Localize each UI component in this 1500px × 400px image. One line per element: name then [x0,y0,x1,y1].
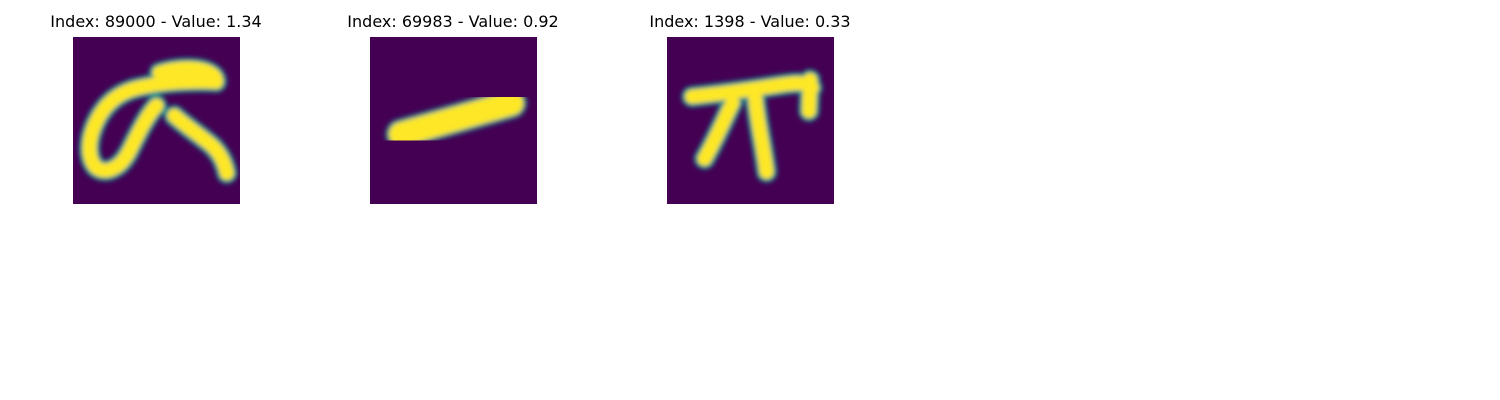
panel-title: Index: 1398 - Value: 0.33 [649,12,851,31]
glyph-stroke [685,73,819,179]
image-panel: Index: 1398 - Value: 0.33 [620,0,880,210]
panel-title: Index: 89000 - Value: 1.34 [50,12,262,31]
panel-title: Index: 69983 - Value: 0.92 [347,12,559,31]
glyph-stroke [389,91,524,147]
digit-image [667,37,834,204]
glyph-stroke [82,61,234,180]
digit-image [370,37,537,204]
digit-image [73,37,240,204]
image-panel: Index: 69983 - Value: 0.92 [323,0,583,210]
image-panel: Index: 89000 - Value: 1.34 [26,0,286,210]
